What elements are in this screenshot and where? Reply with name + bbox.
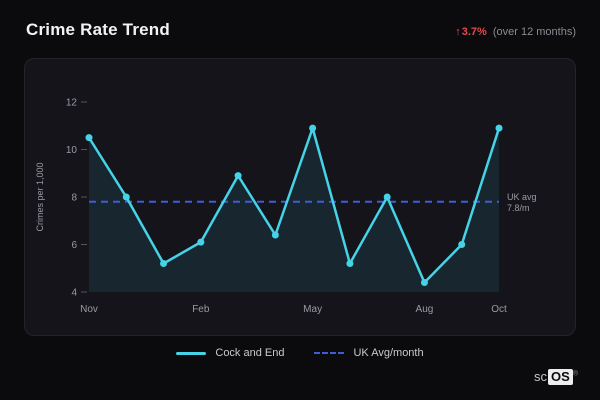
data-point — [234, 172, 242, 180]
dashed-line-swatch-icon — [314, 352, 345, 354]
chart-legend: Cock and End UK Avg/month — [0, 347, 600, 359]
x-tick-label: Nov — [80, 304, 98, 315]
x-tick-label: Oct — [491, 304, 507, 315]
data-point — [420, 279, 428, 286]
y-axis-label: Crimes per 1,000 — [35, 162, 45, 231]
data-point — [346, 260, 354, 267]
y-tick-label: 10 — [66, 145, 78, 156]
solid-line-swatch-icon — [176, 351, 207, 355]
legend-item-avg: UK Avg/month — [314, 347, 424, 359]
uk-avg-annotation: 7.8/m — [507, 203, 530, 213]
header: Crime Rate Trend ↑3.7% (over 12 months) — [26, 20, 576, 40]
data-point — [383, 193, 391, 201]
legend-label-series: Cock and End — [215, 347, 285, 359]
data-point — [160, 260, 168, 267]
series-line — [87, 126, 501, 284]
crime-line-chart: 4 6 8 10 12 Nov Feb May Aug Oct Crimes per 1,000 UK… — [35, 98, 537, 316]
x-tick-label: Aug — [416, 304, 434, 315]
x-tick-label: May — [303, 304, 322, 315]
data-point — [309, 124, 317, 132]
data-point — [197, 238, 205, 246]
data-point — [271, 231, 279, 239]
area-fill — [89, 128, 499, 292]
data-point — [85, 134, 93, 142]
y-tick-label: 8 — [71, 193, 77, 204]
data-point — [122, 193, 130, 201]
scos-logo: sc OS ® — [534, 369, 578, 385]
up-arrow-icon: ↑ — [455, 26, 461, 38]
chart-card: 4 6 8 10 12 Nov Feb May Aug Oct Crimes per 1,000 UK… — [24, 58, 576, 336]
trend-indicator: ↑3.7% (over 12 months) — [455, 26, 576, 38]
data-point — [458, 241, 466, 248]
page-title: Crime Rate Trend — [26, 20, 170, 39]
y-tick-label: 4 — [71, 288, 77, 299]
y-tick-label: 6 — [71, 240, 77, 251]
x-tick-label: Feb — [192, 304, 210, 315]
trend-value: 3.7% — [461, 26, 487, 38]
y-tick-label: 12 — [66, 98, 78, 109]
logo-os-box: OS — [548, 369, 573, 385]
data-point — [495, 124, 503, 132]
uk-avg-annotation: UK avg — [507, 192, 537, 202]
legend-label-avg: UK Avg/month — [353, 347, 424, 359]
trend-caption: (over 12 months) — [492, 26, 576, 38]
legend-item-series: Cock and End — [176, 347, 284, 359]
logo-prefix: sc — [534, 369, 548, 384]
registered-mark: ® — [572, 370, 578, 378]
